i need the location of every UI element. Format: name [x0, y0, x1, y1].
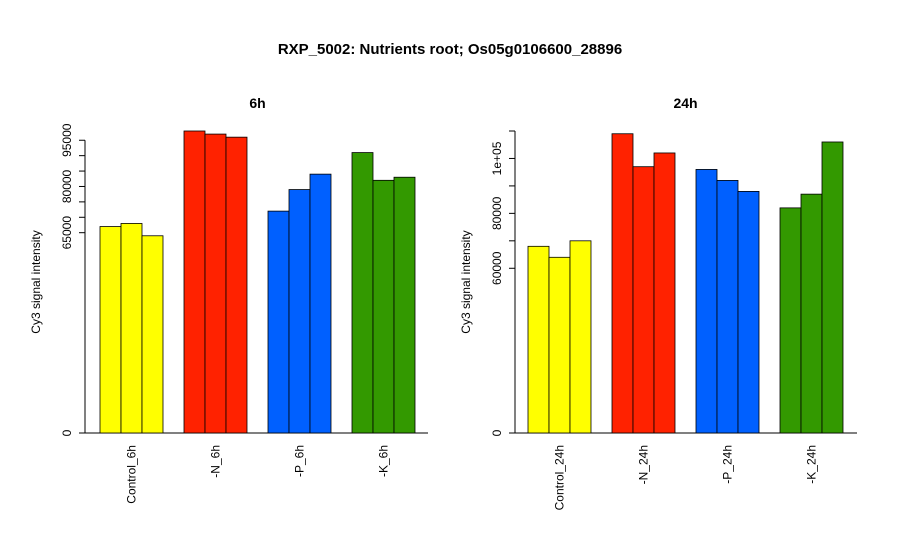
x-category-label: -P_6h — [293, 445, 307, 477]
bar — [569, 240, 592, 434]
x-category-label: -K_24h — [805, 445, 819, 484]
y-tick-label: 65000 — [60, 216, 74, 250]
y-tick-label: 95000 — [60, 123, 74, 157]
bar — [611, 133, 634, 434]
bar — [548, 256, 571, 434]
y-axis-label: Cy3 signal intensity — [459, 230, 473, 333]
panel-title: 6h — [249, 95, 265, 111]
bar — [372, 179, 395, 434]
bar — [737, 190, 760, 434]
y-axis-label: Cy3 signal intensity — [29, 230, 43, 333]
panel-24h: 24h Cy3 signal intensity 0 60000 80000 1e+05 C… — [459, 95, 857, 510]
y-tick-label: 0 — [60, 429, 74, 436]
bar — [141, 235, 164, 434]
bar — [183, 130, 206, 434]
y-tick-label: 0 — [490, 429, 504, 436]
bar — [393, 176, 416, 434]
y-tick-label: 1e+05 — [490, 141, 504, 175]
panel-title: 24h — [673, 95, 697, 111]
bar — [267, 210, 290, 434]
bar — [309, 173, 332, 434]
bar — [653, 152, 676, 434]
y-tick-label: 80000 — [60, 169, 74, 203]
x-category-label: Control_24h — [553, 445, 567, 510]
bar — [204, 133, 227, 434]
x-category-label: -N_6h — [209, 445, 223, 478]
x-category-label: -N_24h — [637, 445, 651, 484]
bar — [695, 169, 718, 434]
panel-6h: 6h Cy3 signal intensity 0 65000 80000 95000 Co… — [29, 95, 428, 504]
bar — [779, 207, 802, 434]
bar — [800, 193, 823, 434]
bar — [120, 223, 143, 434]
y-tick-label: 80000 — [490, 196, 504, 230]
x-category-label: -P_24h — [721, 445, 735, 484]
y-tick-label: 60000 — [490, 251, 504, 285]
x-category-label: Control_6h — [125, 445, 139, 504]
bar — [99, 226, 122, 434]
bar — [288, 189, 311, 434]
bar — [225, 136, 248, 434]
bar — [821, 141, 844, 434]
figure-title: RXP_5002: Nutrients root; Os05g0106600_2… — [278, 41, 622, 58]
bar — [527, 245, 550, 434]
bar — [632, 166, 655, 434]
bar — [351, 152, 374, 434]
bar — [716, 180, 739, 434]
x-category-label: -K_6h — [377, 445, 391, 477]
